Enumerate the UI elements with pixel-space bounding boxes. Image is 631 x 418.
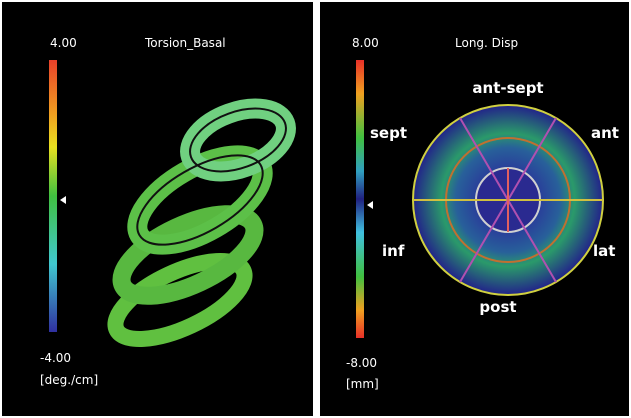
panel-title: Torsion_Basal xyxy=(144,36,226,50)
torsion-rings xyxy=(107,98,296,347)
scale-min: -8.00 xyxy=(346,356,377,370)
scale-max: 8.00 xyxy=(352,36,379,50)
scale-max: 4.00 xyxy=(50,36,77,50)
colorbar xyxy=(356,60,364,338)
panel-title: Long. Disp xyxy=(455,36,518,50)
unit: [mm] xyxy=(346,377,379,391)
zero-marker xyxy=(367,201,373,209)
zero-marker xyxy=(60,196,66,204)
segment-label: ant xyxy=(591,124,619,142)
segment-label: ant-sept xyxy=(472,79,543,97)
segment-label: sept xyxy=(370,124,407,142)
bulls-eye xyxy=(412,104,604,296)
segment-label: post xyxy=(479,298,516,316)
scale-min: -4.00 xyxy=(40,351,71,365)
unit: [deg./cm] xyxy=(40,373,98,387)
colorbar xyxy=(49,60,57,332)
segment-label: lat xyxy=(593,242,615,260)
segment-label: inf xyxy=(382,242,405,260)
